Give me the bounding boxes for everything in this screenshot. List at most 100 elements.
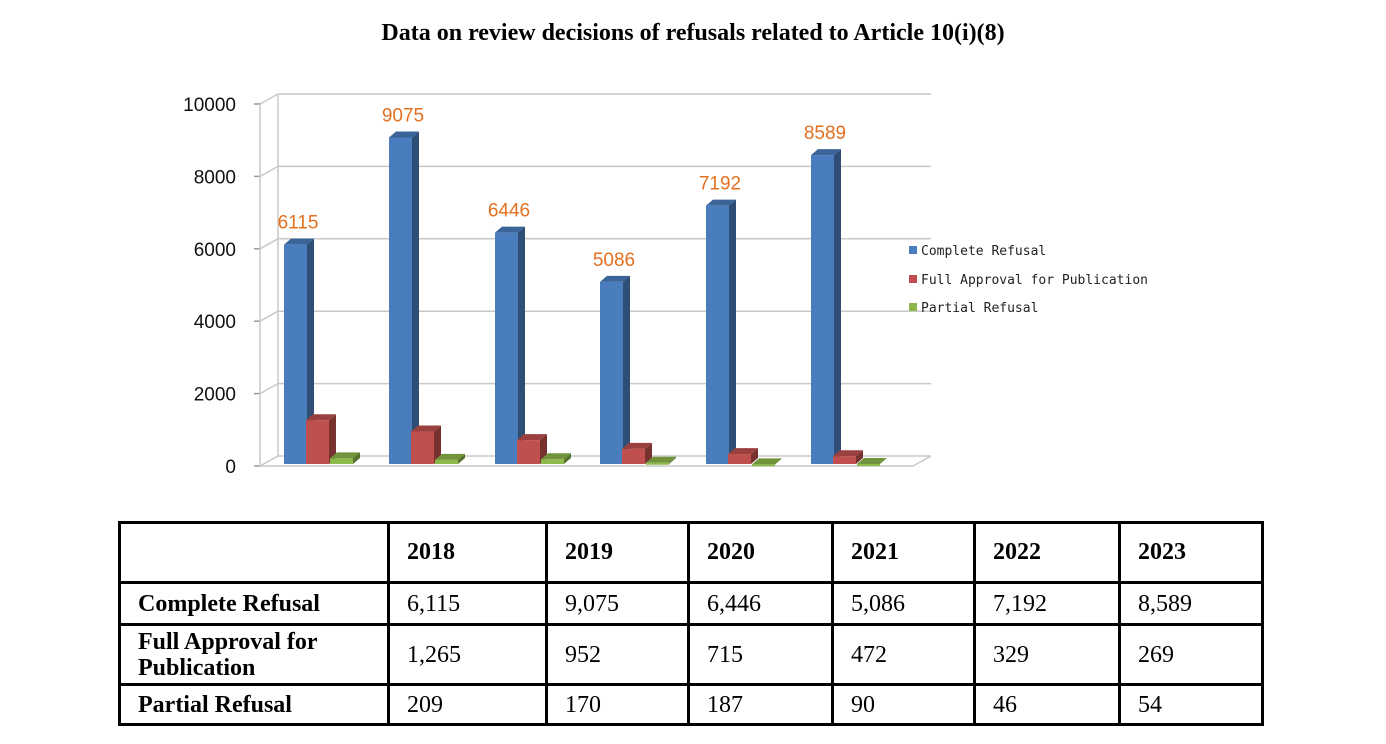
- bar-top: [600, 275, 630, 282]
- bar-top: [622, 442, 652, 449]
- table-cell: 7,192: [973, 581, 1121, 626]
- bar-top: [706, 199, 736, 206]
- bar: [517, 440, 540, 464]
- depth-gridline: [259, 238, 279, 250]
- data-label: 5086: [593, 250, 635, 271]
- floor-side-edge: [912, 455, 932, 467]
- bar-side: [856, 450, 863, 464]
- bar: [752, 464, 775, 467]
- bar: [706, 205, 729, 464]
- table-cell: 187: [687, 683, 834, 726]
- table-header-row: 2018 2019 2020 2021 2022 2023: [118, 521, 1264, 584]
- table-header-cell: 2019: [545, 521, 690, 584]
- bar-top: [646, 456, 676, 463]
- table-cell: 6,446: [687, 581, 834, 626]
- bar-side: [564, 453, 571, 464]
- table-cell: 5,086: [831, 581, 976, 626]
- bar: [306, 420, 329, 464]
- bar: [284, 244, 307, 464]
- bar-side: [518, 226, 525, 464]
- bar: [811, 155, 834, 465]
- depth-gridline: [259, 165, 279, 178]
- bar-top: [752, 458, 782, 465]
- bar: [411, 431, 434, 464]
- table-cell: 952: [545, 623, 690, 686]
- bar-top: [411, 425, 441, 432]
- bar: [389, 137, 412, 465]
- bar-side: [307, 238, 314, 464]
- data-label: 6115: [278, 213, 319, 234]
- table-row-label: Complete Refusal: [118, 581, 390, 626]
- table-cell: 9,075: [545, 581, 690, 626]
- table-cell: 209: [387, 683, 548, 726]
- table-cell: 6,115: [387, 581, 548, 626]
- bar-side: [353, 452, 360, 464]
- legend-label: Complete Refusal: [921, 244, 1046, 259]
- bar-side: [329, 414, 336, 464]
- table-cell: 269: [1118, 623, 1264, 686]
- bar: [646, 462, 669, 465]
- table-cell: 90: [831, 683, 976, 726]
- legend-swatch: [909, 275, 917, 283]
- bar-side: [751, 448, 758, 464]
- bar-side: [434, 425, 441, 464]
- table-header-cell: [118, 521, 390, 584]
- bar: [600, 281, 623, 464]
- data-label: 8589: [804, 123, 846, 144]
- bar-top: [811, 149, 841, 156]
- table-header-cell: 2022: [973, 521, 1121, 584]
- bar-top: [541, 453, 571, 460]
- table-cell: 8,589: [1118, 581, 1264, 626]
- bar-top: [495, 226, 525, 233]
- bar-side: [645, 442, 652, 464]
- table-row: Full Approval for Publication 1,265 952 …: [118, 623, 1264, 686]
- y-tick-label: 10000: [183, 95, 236, 116]
- table-header-cell: 2018: [387, 521, 548, 584]
- y-tick-label: 4000: [194, 312, 236, 333]
- table-cell: 715: [687, 623, 834, 686]
- depth-gridline: [259, 382, 279, 395]
- table-header-cell: 2021: [831, 521, 976, 584]
- bar: [833, 456, 856, 464]
- bar-side: [412, 131, 419, 465]
- bar-side: [669, 456, 676, 464]
- table-header-cell: 2023: [1118, 521, 1264, 584]
- y-tick-label: 0: [225, 457, 236, 478]
- data-table: 2018 2019 2020 2021 2022 2023 Complete R…: [118, 521, 1264, 726]
- table-cell: 170: [545, 683, 690, 726]
- bar-side: [729, 199, 736, 464]
- legend-label: Full Approval for Publication: [921, 273, 1148, 288]
- table-cell: 54: [1118, 683, 1264, 726]
- bar-top: [517, 434, 547, 441]
- depth-gridline: [259, 310, 279, 322]
- table-cell: 472: [831, 623, 976, 686]
- bar-top: [330, 452, 360, 459]
- y-tick-label: 2000: [194, 385, 236, 406]
- table-cell: 1,265: [387, 623, 548, 686]
- bar-side: [834, 149, 841, 465]
- bar-top: [833, 450, 863, 457]
- bar: [728, 454, 751, 464]
- bar: [622, 448, 645, 464]
- bar-top: [284, 238, 314, 245]
- legend-swatch: [909, 246, 917, 254]
- bar: [541, 459, 564, 464]
- bar-side: [623, 275, 630, 464]
- bar: [435, 459, 458, 464]
- bar-chart: 0 2000 4000 6000 8000 10000 6115 9075 6446 5086 71…: [183, 93, 1148, 478]
- data-label: 7192: [699, 174, 741, 195]
- legend-label: Partial Refusal: [921, 301, 1038, 316]
- data-label: 6446: [488, 201, 530, 222]
- bar-top: [306, 414, 336, 421]
- bar-top: [728, 448, 758, 455]
- depth-gridline: [259, 455, 279, 467]
- bar-top: [389, 131, 419, 138]
- bar-side: [458, 453, 465, 464]
- y-tick-label: 8000: [194, 167, 236, 188]
- data-label: 9075: [382, 105, 424, 126]
- table-header-cell: 2020: [687, 521, 834, 584]
- chart-title: Data on review decisions of refusals rel…: [381, 20, 1005, 46]
- table-row: Complete Refusal 6,115 9,075 6,446 5,086…: [118, 581, 1264, 626]
- table-cell: 329: [973, 623, 1121, 686]
- bar-top: [435, 453, 465, 460]
